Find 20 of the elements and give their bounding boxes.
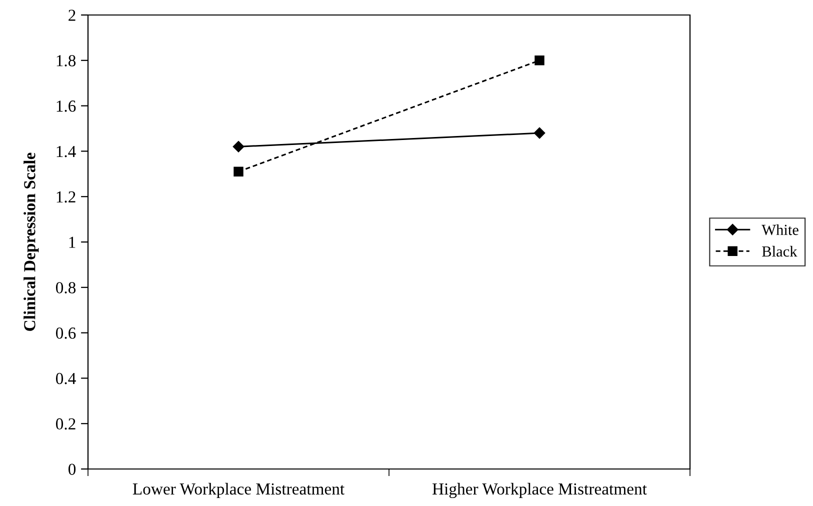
- y-tick-label: 0.6: [56, 328, 76, 339]
- y-tick-label: 1.4: [56, 146, 76, 158]
- y-tick-label: 1: [69, 236, 76, 248]
- point: [234, 166, 244, 176]
- y-tick-label: 1.2: [56, 191, 76, 203]
- point: [534, 127, 546, 139]
- y-tick-label: 1.8: [56, 55, 76, 66]
- legend-label: White: [762, 224, 798, 236]
- y-tick-label: 0.2: [56, 418, 76, 430]
- y-tick-label: 1.6: [56, 100, 76, 112]
- y-axis-title: Clinical Depression Scale: [24, 152, 39, 331]
- y-tick-label: 0: [68, 464, 76, 475]
- y-tick-label: 2: [68, 10, 76, 21]
- x-tick-label: Lower Workplace Mistreatment: [132, 482, 344, 498]
- point: [232, 141, 244, 152]
- point: [534, 56, 544, 66]
- x-tick-label: Higher Workplace Mistreatment: [432, 482, 647, 498]
- y-tick-label: 0.4: [56, 372, 76, 384]
- y-tick-label: 0.8: [56, 282, 76, 294]
- legend-label: Black: [762, 246, 798, 257]
